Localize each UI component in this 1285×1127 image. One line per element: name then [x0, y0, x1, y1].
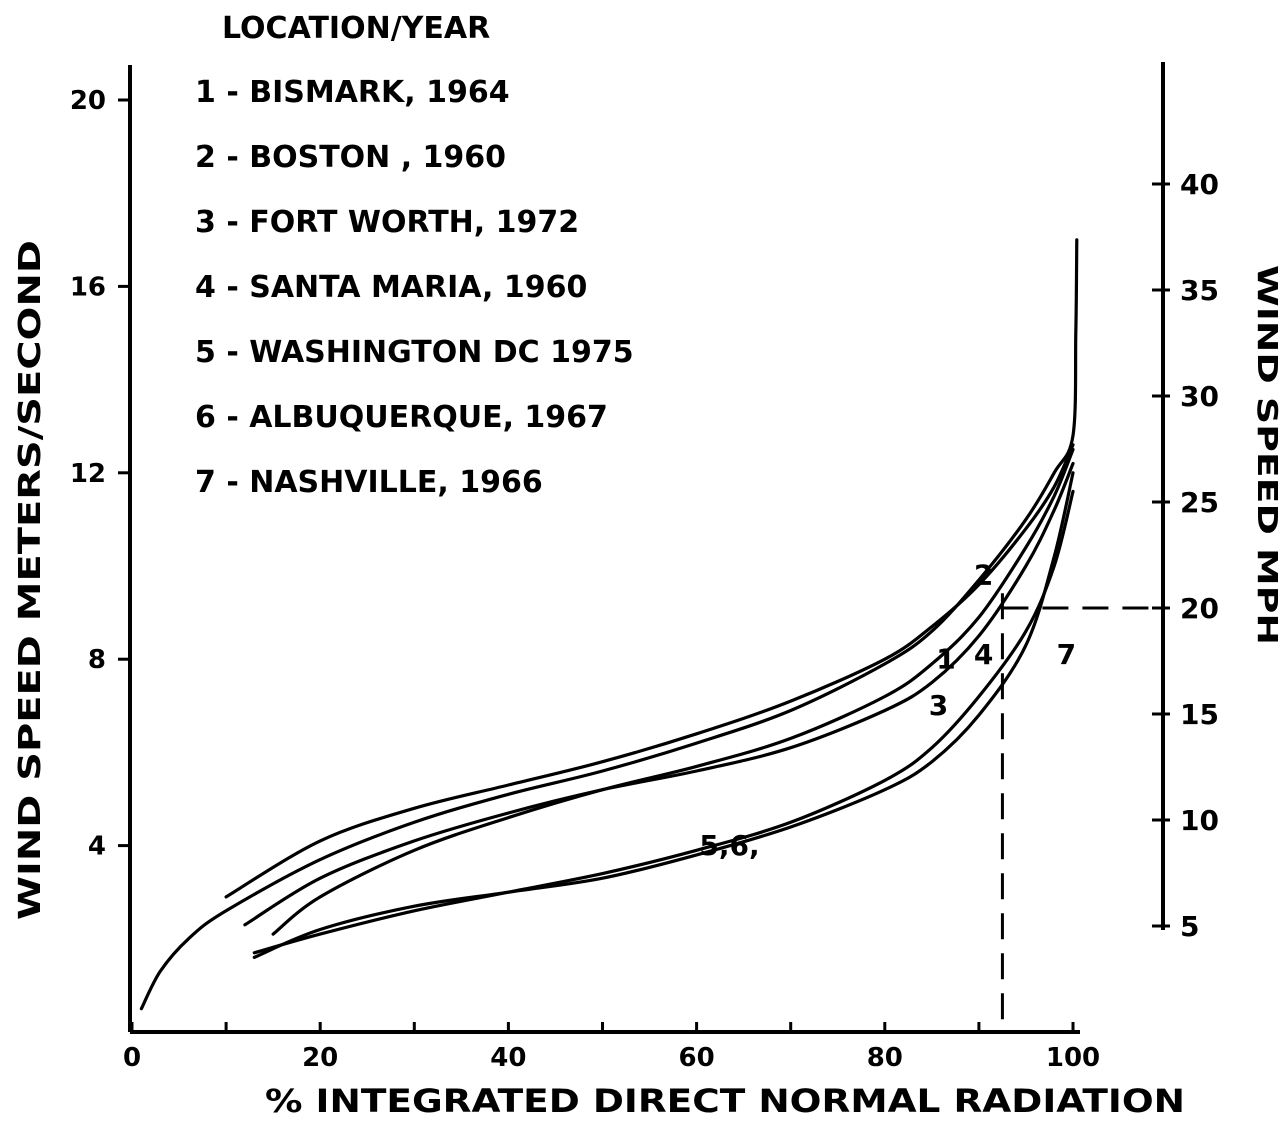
y-left-tick-label: 20	[70, 86, 106, 116]
series-lines	[139, 238, 1079, 1011]
curve-label: 1	[936, 643, 955, 676]
y-axis-label-right: WIND SPEED MPH	[1251, 265, 1284, 645]
y-left-ticks: 4 8 12 16 20	[70, 86, 132, 862]
legend-item: 2 - BOSTON , 1960	[195, 140, 506, 175]
curve-label: 5,6,	[699, 829, 759, 862]
x-tick-label: 60	[679, 1043, 715, 1073]
y-axis-label-left: WIND SPEED METERS/SECOND	[13, 240, 48, 920]
legend-item: 5 - WASHINGTON DC 1975	[195, 335, 634, 370]
series-line-7	[252, 489, 1075, 955]
series-line-5-6	[252, 471, 1075, 959]
y-right-ticks: 5 10 15 20 25 30 35 40	[1152, 168, 1219, 943]
x-tick-label: 40	[490, 1043, 526, 1073]
y-right-tick-label: 10	[1180, 804, 1219, 837]
x-tick-label: 100	[1046, 1043, 1100, 1073]
y-left-tick-label: 16	[70, 272, 106, 302]
legend: 1 - BISMARK, 1964 2 - BOSTON , 1960 3 - FO…	[195, 75, 634, 500]
y-right-tick-label: 20	[1180, 592, 1219, 625]
series-line-4	[271, 447, 1075, 936]
legend-title: LOCATION/YEAR	[222, 11, 490, 46]
series-line-1	[139, 238, 1079, 1011]
x-tick-labels: 0 20 40 60 80 100	[123, 1043, 1100, 1073]
x-axis-label: % INTEGRATED DIRECT NORMAL RADIATION	[265, 1082, 1185, 1120]
x-tick-label: 0	[123, 1043, 141, 1073]
x-tick-label: 80	[867, 1043, 903, 1073]
legend-item: 1 - BISMARK, 1964	[195, 75, 510, 110]
legend-item: 3 - FORT WORTH, 1972	[195, 205, 579, 240]
legend-item: 7 - NASHVILLE, 1966	[195, 465, 543, 500]
x-tick-label: 20	[302, 1043, 338, 1073]
y-right-tick-label: 30	[1180, 380, 1219, 413]
series-line-3	[243, 461, 1075, 927]
y-left-tick-label: 4	[88, 832, 106, 862]
x-ticks	[130, 1022, 1075, 1032]
curve-label: 4	[974, 638, 993, 671]
reference-lines	[1000, 593, 1163, 1032]
y-right-tick-label: 15	[1180, 698, 1219, 731]
y-left-tick-label: 8	[88, 645, 106, 675]
y-right-tick-label: 35	[1180, 274, 1219, 307]
series-line-2	[224, 443, 1075, 899]
legend-item: 6 - ALBUQUERQUE, 1967	[195, 400, 608, 435]
curve-label: 2	[974, 559, 993, 592]
y-left-tick-label: 12	[70, 459, 106, 489]
y-right-tick-label: 5	[1180, 910, 1199, 943]
curve-labels: 2 1 43 7 5,6,	[699, 559, 1076, 862]
y-right-tick-label: 40	[1180, 168, 1219, 201]
legend-item: 4 - SANTA MARIA, 1960	[195, 270, 587, 305]
curve-label: 3	[929, 689, 948, 722]
y-right-tick-label: 25	[1180, 486, 1219, 519]
curve-label: 7	[1057, 638, 1076, 671]
